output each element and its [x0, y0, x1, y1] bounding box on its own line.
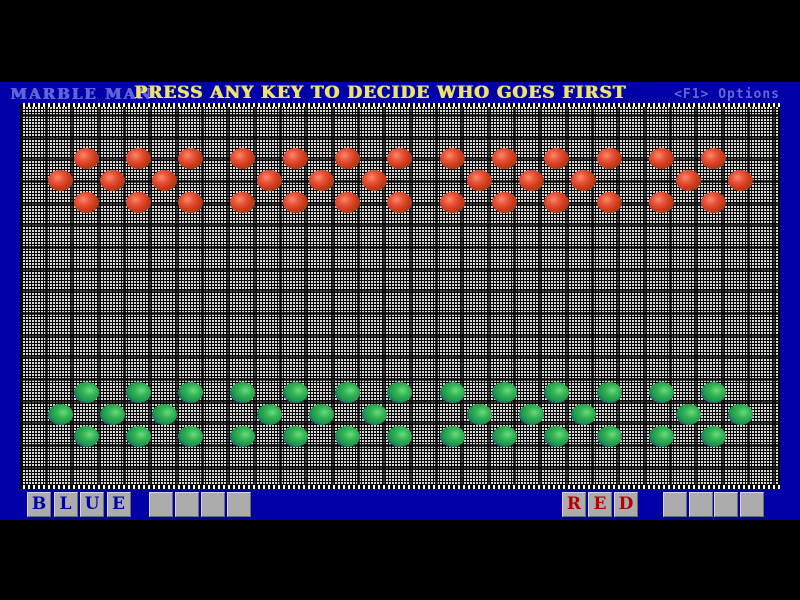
blue-marble-slot — [149, 492, 173, 517]
blue-label-tile: L — [53, 492, 78, 517]
blue-label-tile: B — [27, 492, 51, 517]
green-marble[interactable] — [570, 403, 596, 425]
red-marble[interactable] — [282, 191, 308, 213]
green-marble[interactable] — [596, 381, 622, 403]
green-marble[interactable] — [177, 381, 203, 403]
red-marble[interactable] — [648, 191, 674, 213]
red-marble[interactable] — [151, 169, 177, 191]
green-marble[interactable] — [151, 403, 177, 425]
green-marble[interactable] — [386, 381, 412, 403]
blue-marble-slot — [201, 492, 225, 517]
green-marble[interactable] — [73, 381, 99, 403]
green-marble[interactable] — [675, 403, 701, 425]
red-marble-slot — [688, 492, 713, 517]
red-marble-slot — [663, 492, 687, 517]
green-marble[interactable] — [543, 425, 569, 447]
blue-label-tile: U — [80, 492, 104, 517]
red-marble[interactable] — [675, 169, 701, 191]
green-marble[interactable] — [648, 425, 674, 447]
red-label-tile: D — [614, 492, 638, 517]
green-marble[interactable] — [125, 381, 151, 403]
game-title: MARBLE MAN — [10, 85, 153, 103]
red-marble[interactable] — [125, 191, 151, 213]
red-marble[interactable] — [177, 191, 203, 213]
red-marble-slot — [714, 492, 739, 517]
red-marble[interactable] — [386, 191, 412, 213]
red-marble[interactable] — [99, 169, 125, 191]
green-marble[interactable] — [491, 381, 517, 403]
green-marble[interactable] — [282, 381, 308, 403]
options-hint: <F1> Options — [674, 87, 780, 102]
green-marble[interactable] — [334, 425, 360, 447]
red-marble[interactable] — [386, 147, 412, 169]
green-marble[interactable] — [334, 381, 360, 403]
red-marble[interactable] — [229, 191, 255, 213]
red-marble[interactable] — [466, 169, 492, 191]
red-marble[interactable] — [700, 191, 726, 213]
red-marble-slot — [740, 492, 765, 517]
red-marble[interactable] — [518, 169, 544, 191]
game-area: MARBLE MAN PRESS ANY KEY TO DECIDE WHO G… — [0, 82, 800, 520]
red-label-tile: E — [588, 492, 612, 517]
red-marble[interactable] — [700, 147, 726, 169]
green-marble[interactable] — [543, 381, 569, 403]
red-marble[interactable] — [543, 147, 569, 169]
red-marble[interactable] — [361, 169, 387, 191]
blue-label-tile: E — [106, 492, 131, 517]
green-marble[interactable] — [73, 425, 99, 447]
red-label-tile: R — [562, 492, 586, 517]
red-marble[interactable] — [47, 169, 73, 191]
red-marble[interactable] — [543, 191, 569, 213]
red-marble[interactable] — [439, 147, 465, 169]
green-marble[interactable] — [308, 403, 334, 425]
green-marble[interactable] — [518, 403, 544, 425]
green-marble[interactable] — [125, 425, 151, 447]
blue-marble-slot — [227, 492, 251, 517]
red-marble[interactable] — [229, 147, 255, 169]
red-marble[interactable] — [596, 147, 622, 169]
red-marble[interactable] — [125, 147, 151, 169]
green-marble[interactable] — [229, 425, 255, 447]
red-marble[interactable] — [282, 147, 308, 169]
green-marble[interactable] — [700, 381, 726, 403]
red-marble[interactable] — [334, 191, 360, 213]
green-marble[interactable] — [229, 381, 255, 403]
board[interactable] — [20, 103, 780, 489]
green-marble[interactable] — [727, 403, 753, 425]
red-marble[interactable] — [596, 191, 622, 213]
status-message: PRESS ANY KEY TO DECIDE WHO GOES FIRST — [133, 83, 627, 103]
green-marble[interactable] — [386, 425, 412, 447]
green-marble[interactable] — [596, 425, 622, 447]
green-marble[interactable] — [439, 425, 465, 447]
green-marble[interactable] — [282, 425, 308, 447]
red-marble[interactable] — [491, 147, 517, 169]
red-marble[interactable] — [727, 169, 753, 191]
green-marble[interactable] — [47, 403, 73, 425]
green-marble[interactable] — [466, 403, 492, 425]
green-marble[interactable] — [99, 403, 125, 425]
red-marble[interactable] — [491, 191, 517, 213]
green-marble[interactable] — [648, 381, 674, 403]
letterbox-top — [0, 0, 800, 82]
red-marble[interactable] — [73, 191, 99, 213]
blue-marble-slot — [175, 492, 199, 517]
red-marble[interactable] — [570, 169, 596, 191]
red-marble[interactable] — [308, 169, 334, 191]
red-marble[interactable] — [73, 147, 99, 169]
red-marble[interactable] — [648, 147, 674, 169]
green-marble[interactable] — [177, 425, 203, 447]
green-marble[interactable] — [439, 381, 465, 403]
green-marble[interactable] — [361, 403, 387, 425]
letterbox-bottom — [0, 520, 800, 600]
red-marble[interactable] — [256, 169, 282, 191]
green-marble[interactable] — [700, 425, 726, 447]
red-marble[interactable] — [334, 147, 360, 169]
green-marble[interactable] — [256, 403, 282, 425]
red-marble[interactable] — [177, 147, 203, 169]
green-marble[interactable] — [491, 425, 517, 447]
red-marble[interactable] — [439, 191, 465, 213]
